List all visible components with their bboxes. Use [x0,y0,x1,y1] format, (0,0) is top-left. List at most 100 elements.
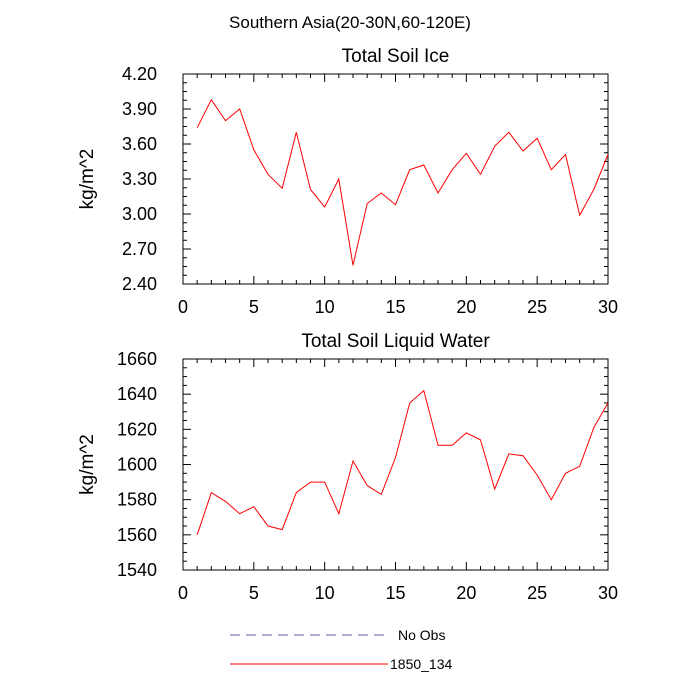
bottom-data-point [296,492,297,493]
bottom-data-point [437,445,438,446]
bottom-data-point [381,494,382,495]
top-data-point [296,132,297,133]
top-x-tick-label: 30 [598,297,618,317]
bottom-data-point [267,525,268,526]
bottom-data-point [239,513,240,514]
bottom-data-point [565,473,566,474]
top-data-point [508,132,509,133]
top-data-point [409,169,410,170]
bottom-data-point [480,439,481,440]
bottom-x-tick-label: 15 [385,583,405,603]
bottom-data-point [395,457,396,458]
bottom-plot-frame [182,358,609,571]
top-data-point [211,99,212,100]
top-data-point [423,164,424,165]
top-y-tick-label: 3.00 [122,204,157,224]
top-data-point [579,215,580,216]
top-data-point [310,189,311,190]
legend-label-1850-134: 1850_134 [390,656,453,672]
bottom-data-point [494,489,495,490]
bottom-y-tick-label: 1640 [117,384,157,404]
bottom-y-tick-label: 1600 [117,455,157,475]
top-x-tick-label: 5 [249,297,259,317]
bottom-y-axis-label: kg/m^2 [77,434,98,495]
bottom-data-point [508,453,509,454]
top-data-point [593,189,594,190]
bottom-data-point [579,466,580,467]
bottom-data-point [551,499,552,500]
bottom-data-point [409,402,410,403]
bottom-y-tick-label: 1660 [117,349,157,369]
bottom-chart-title: Total Soil Liquid Water [301,331,490,352]
top-data-point [324,206,325,207]
top-data-point [522,150,523,151]
top-x-tick-label: 0 [178,297,188,317]
legend-label-no-obs: No Obs [398,627,445,643]
top-data-point [565,154,566,155]
bottom-series-line [196,389,609,535]
bottom-data-point [282,529,283,530]
bottom-data-point [466,432,467,433]
top-data-point [466,153,467,154]
top-x-tick-label: 20 [456,297,476,317]
top-data-point [551,169,552,170]
bottom-data-point [607,402,608,403]
top-data-point [239,108,240,109]
top-y-axis-label: kg/m^2 [77,149,98,210]
bottom-data-point [310,482,311,483]
top-data-point [437,192,438,193]
top-y-tick-label: 2.70 [122,239,157,259]
top-data-point [607,154,608,155]
top-data-point [197,127,198,128]
top-y-tick-label: 2.40 [122,274,157,294]
bottom-data-point [593,427,594,428]
top-x-tick-label: 25 [527,297,547,317]
bottom-y-tick-label: 1540 [117,560,157,580]
top-series-line [196,98,609,266]
bottom-x-tick-label: 5 [249,583,259,603]
top-y-tick-label: 3.30 [122,169,157,189]
top-data-point [494,146,495,147]
top-data-point [480,174,481,175]
bottom-data-point [197,534,198,535]
chart-bottom: Total Soil Liquid Water kg/m^2 1540 1560 158… [77,331,618,603]
bottom-data-point [537,475,538,476]
bottom-x-tick-label: 10 [315,583,335,603]
top-data-point [338,178,339,179]
bottom-y-tick-label: 1620 [117,419,157,439]
top-chart-title: Total Soil Ice [342,46,450,67]
bottom-data-point [367,485,368,486]
top-data-point [395,204,396,205]
page-title: Southern Asia(20-30N,60-120E) [229,13,471,32]
bottom-data-point [253,506,254,507]
bottom-x-tick-label: 30 [598,583,618,603]
top-data-point [253,149,254,150]
top-data-point [267,174,268,175]
bottom-x-tick-label: 0 [178,583,188,603]
top-data-point [282,188,283,189]
bottom-data-point [324,482,325,483]
legend: No Obs 1850_134 [230,627,453,672]
bottom-y-tick-label: 1560 [117,525,157,545]
bottom-data-point [423,390,424,391]
bottom-data-point [452,445,453,446]
top-y-tick-label: 3.90 [122,99,157,119]
bottom-data-point [338,513,339,514]
bottom-data-point [522,455,523,456]
top-data-point [537,138,538,139]
top-data-point [452,169,453,170]
bottom-x-tick-label: 25 [527,583,547,603]
bottom-data-point [352,460,353,461]
top-y-tick-label: 3.60 [122,134,157,154]
top-data-point [225,120,226,121]
top-data-point [352,265,353,266]
bottom-x-tick-label: 20 [456,583,476,603]
top-plot-frame [182,73,609,285]
chart-top: Total Soil Ice kg/m^2 2.40 2.70 3.00 3.30 3.60… [77,46,618,317]
bottom-data-point [225,501,226,502]
bottom-y-tick-label: 1580 [117,490,157,510]
top-x-tick-label: 10 [315,297,335,317]
top-y-tick-label: 4.20 [122,64,157,84]
top-data-point [367,203,368,204]
